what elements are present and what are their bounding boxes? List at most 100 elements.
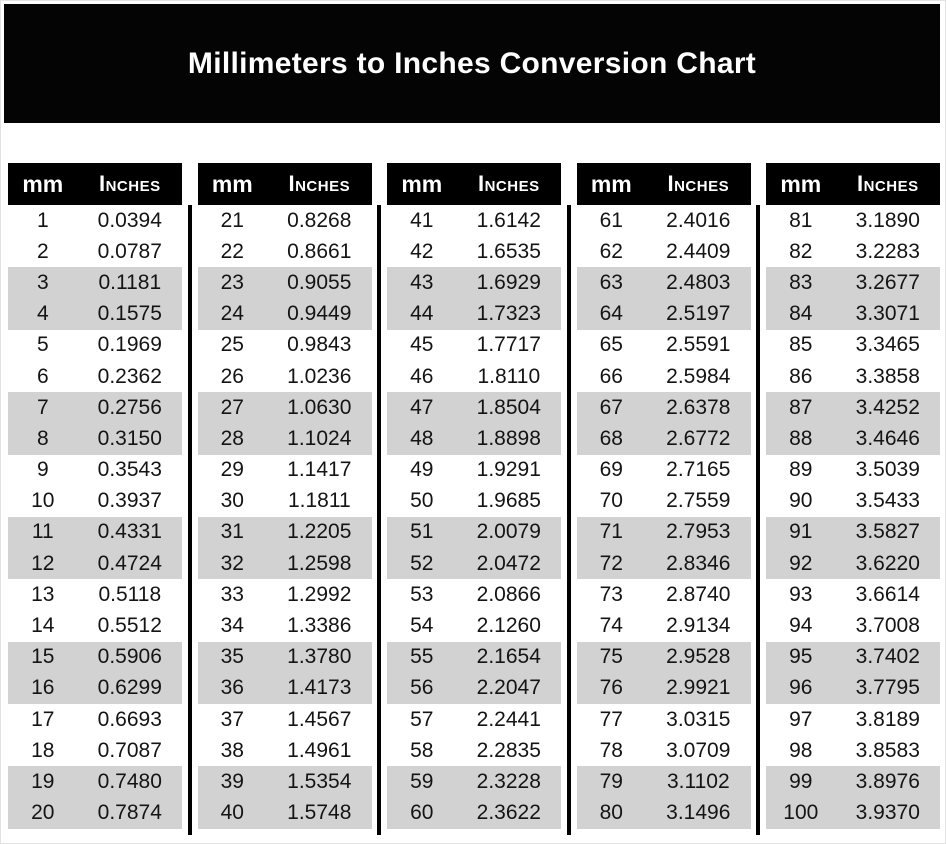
table-row: 23 0.9055 bbox=[197, 267, 372, 299]
table-row: 33 1.2992 bbox=[198, 579, 372, 610]
inches-value: 3.7795 bbox=[855, 676, 920, 700]
table-row: 25 0.9843 bbox=[198, 330, 372, 361]
table-row: 48 1.8898 bbox=[387, 423, 561, 455]
table-row: 19 0.7480 bbox=[8, 766, 182, 798]
inches-value: 1.8110 bbox=[477, 364, 541, 388]
column-group-rows: 81 3.1890 82 3.2283 83 3.2677 84 3.3071 … bbox=[766, 205, 940, 829]
inches-value: 1.2992 bbox=[287, 582, 352, 606]
inches-value: 1.1811 bbox=[287, 489, 351, 513]
table-row: 46 1.8110 bbox=[387, 361, 561, 392]
mm-value: 54 bbox=[410, 614, 434, 638]
mm-value: 76 bbox=[599, 676, 623, 700]
mm-value: 41 bbox=[410, 208, 434, 232]
inches-value: 2.4803 bbox=[666, 270, 731, 294]
mm-value: 55 bbox=[410, 645, 434, 669]
table-row: 68 2.6772 bbox=[576, 423, 751, 455]
column-divider bbox=[377, 205, 382, 835]
inches-value: 2.7953 bbox=[666, 520, 731, 544]
table-row: 3 0.1181 bbox=[8, 267, 182, 299]
table-row: 50 1.9685 bbox=[387, 486, 561, 517]
table-row: 66 2.5984 bbox=[577, 361, 751, 392]
table-row: 12 0.4724 bbox=[8, 548, 182, 580]
inches-value: 2.5197 bbox=[666, 302, 731, 326]
table-row: 24 0.9449 bbox=[197, 298, 372, 330]
mm-value: 5 bbox=[36, 333, 49, 357]
table-row: 55 2.1654 bbox=[387, 641, 561, 673]
inches-value: 1.5354 bbox=[287, 769, 352, 793]
table-row: 72 2.8346 bbox=[576, 548, 751, 580]
mm-value: 42 bbox=[410, 239, 434, 263]
table-row: 75 2.9528 bbox=[576, 641, 751, 673]
table-row: 8 0.3150 bbox=[8, 423, 182, 455]
inches-value: 0.7480 bbox=[97, 769, 162, 793]
mm-value: 45 bbox=[410, 333, 434, 357]
table-row: 54 2.1260 bbox=[387, 610, 561, 641]
mm-value: 39 bbox=[220, 769, 244, 793]
inches-value: 1.4173 bbox=[287, 676, 352, 700]
table-row: 53 2.0866 bbox=[387, 579, 561, 610]
mm-value: 32 bbox=[220, 551, 244, 575]
table-row: 91 3.5827 bbox=[766, 516, 940, 549]
table-row: 84 3.3071 bbox=[766, 298, 940, 330]
inches-value: 3.2677 bbox=[855, 270, 920, 294]
mm-value: 50 bbox=[410, 489, 434, 513]
inches-value: 1.1417 bbox=[287, 458, 352, 482]
mm-column-header: mm bbox=[22, 170, 64, 197]
inches-value: 2.6378 bbox=[666, 395, 731, 419]
inches-value: 1.2598 bbox=[287, 551, 352, 575]
mm-column-header: mm bbox=[401, 170, 443, 197]
table-row: 43 1.6929 bbox=[387, 267, 561, 299]
table-row: 62 2.4409 bbox=[577, 236, 751, 267]
inches-value: 1.4567 bbox=[287, 707, 352, 731]
mm-value: 19 bbox=[31, 769, 55, 793]
mm-column-header: mm bbox=[590, 170, 632, 197]
table-row: 96 3.7795 bbox=[766, 672, 940, 704]
table-row: 26 1.0236 bbox=[198, 361, 372, 392]
inches-value: 2.0079 bbox=[476, 520, 541, 544]
inches-column-header: Inches bbox=[98, 171, 161, 196]
mm-value: 57 bbox=[410, 707, 434, 731]
mm-value: 30 bbox=[220, 489, 244, 513]
mm-value: 83 bbox=[789, 270, 813, 294]
mm-value: 46 bbox=[410, 364, 434, 388]
mm-value: 11 bbox=[31, 520, 54, 544]
mm-value: 13 bbox=[31, 582, 55, 606]
mm-value: 51 bbox=[410, 520, 434, 544]
mm-value: 74 bbox=[599, 614, 623, 638]
table-row: 59 2.3228 bbox=[387, 766, 561, 798]
table-row: 17 0.6693 bbox=[8, 704, 182, 735]
table-row: 14 0.5512 bbox=[8, 610, 182, 641]
inches-value: 1.8504 bbox=[476, 395, 541, 419]
column-group-header: mm Inches bbox=[387, 163, 561, 205]
table-row: 76 2.9921 bbox=[576, 672, 751, 704]
inches-value: 3.1890 bbox=[855, 208, 920, 232]
inches-value: 2.2441 bbox=[476, 707, 541, 731]
table-row: 92 3.6220 bbox=[766, 548, 940, 580]
table-row: 85 3.3465 bbox=[766, 330, 940, 361]
mm-value: 70 bbox=[599, 489, 623, 513]
inches-value: 3.0315 bbox=[666, 707, 731, 731]
inches-value: 0.3937 bbox=[97, 489, 162, 513]
inches-value: 3.5827 bbox=[855, 520, 920, 544]
table-row: 83 3.2677 bbox=[766, 267, 940, 299]
table-row: 11 0.4331 bbox=[8, 516, 182, 549]
mm-value: 14 bbox=[31, 614, 55, 638]
column-group-header: mm Inches bbox=[576, 163, 751, 205]
inches-column-header: Inches bbox=[667, 171, 730, 196]
mm-value: 1 bbox=[36, 208, 49, 232]
mm-value: 16 bbox=[31, 676, 55, 700]
inches-value: 2.1654 bbox=[476, 645, 541, 669]
column-divider bbox=[187, 205, 192, 835]
table-row: 94 3.7008 bbox=[766, 610, 940, 641]
mm-column-header: mm bbox=[211, 170, 253, 197]
conversion-column-group: mm Inches 81 3.1890 82 3.2283 83 3.2677 … bbox=[766, 163, 940, 835]
column-group-header: mm Inches bbox=[8, 163, 182, 205]
inches-value: 0.3150 bbox=[97, 426, 162, 450]
column-group-header: mm Inches bbox=[766, 163, 940, 205]
table-row: 71 2.7953 bbox=[576, 516, 751, 549]
inches-value: 3.2283 bbox=[855, 239, 920, 263]
table-row: 10 0.3937 bbox=[8, 486, 182, 517]
table-row: 36 1.4173 bbox=[197, 672, 372, 704]
inches-value: 0.6299 bbox=[97, 676, 162, 700]
mm-value: 85 bbox=[789, 333, 813, 357]
